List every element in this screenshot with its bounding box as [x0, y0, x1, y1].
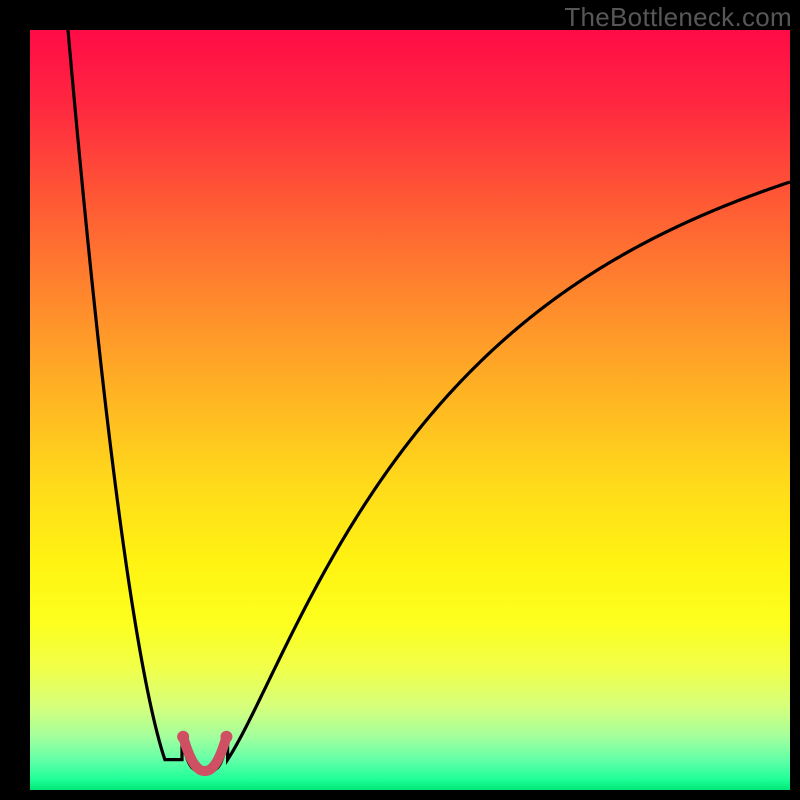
watermark-text: TheBottleneck.com [564, 2, 792, 33]
valley-marker [183, 737, 226, 771]
valley-marker-endpoint [177, 731, 189, 743]
chart-root: TheBottleneck.com [0, 0, 800, 800]
bottleneck-curve [68, 30, 790, 771]
plot-area [30, 30, 790, 790]
valley-marker-endpoint [220, 731, 232, 743]
curve-overlay [30, 30, 790, 790]
